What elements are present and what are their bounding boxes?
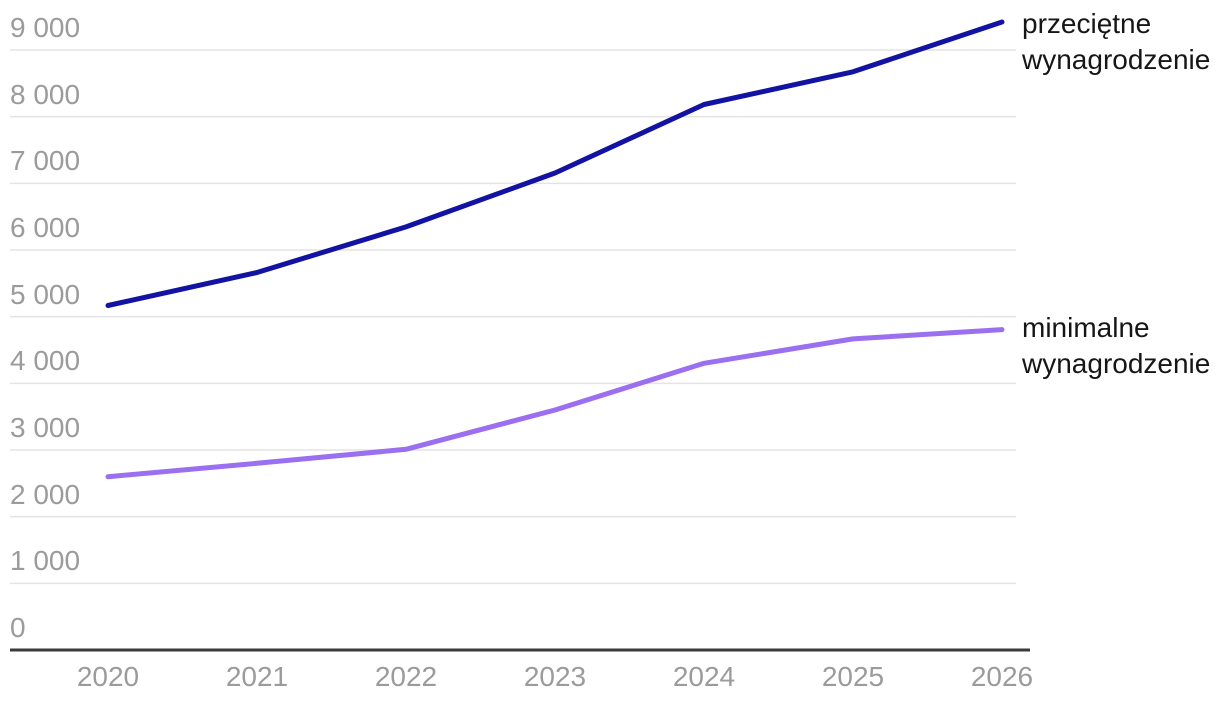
x-axis-tick-label: 2026 xyxy=(970,661,1034,692)
x-axis-tick-label: 2022 xyxy=(374,661,438,692)
y-axis-tick-label: 0 xyxy=(10,612,26,643)
x-axis-tick-label: 2023 xyxy=(523,661,587,692)
y-axis-tick-label: 9 000 xyxy=(10,12,81,43)
y-axis-tick-label: 4 000 xyxy=(10,345,81,377)
series-line-minimum-wage xyxy=(105,327,1005,480)
y-axis-tick-label: 6 000 xyxy=(10,212,81,243)
series-label-average-wage: przeciętne wynagrodzenie xyxy=(1022,8,1211,75)
y-axis-tick-label: 3 000 xyxy=(10,412,81,443)
x-axis-tick-label: 2021 xyxy=(225,661,289,692)
y-axis-tick-label: 7 000 xyxy=(10,145,81,177)
x-axis-tick-label: 2024 xyxy=(672,661,736,692)
y-axis-tick-label: 1 000 xyxy=(10,545,81,577)
x-axis-tick-label: 2020 xyxy=(76,661,140,692)
series-line-average-wage xyxy=(105,19,1005,308)
series-label-minimum-wage: minimalne wynagrodzenie xyxy=(1022,312,1211,379)
y-axis-tick-label: 8 000 xyxy=(10,78,81,110)
y-axis-tick-label: 2 000 xyxy=(10,478,81,510)
y-axis-tick-label: 5 000 xyxy=(10,278,81,310)
x-axis-tick-label: 2025 xyxy=(821,661,885,692)
